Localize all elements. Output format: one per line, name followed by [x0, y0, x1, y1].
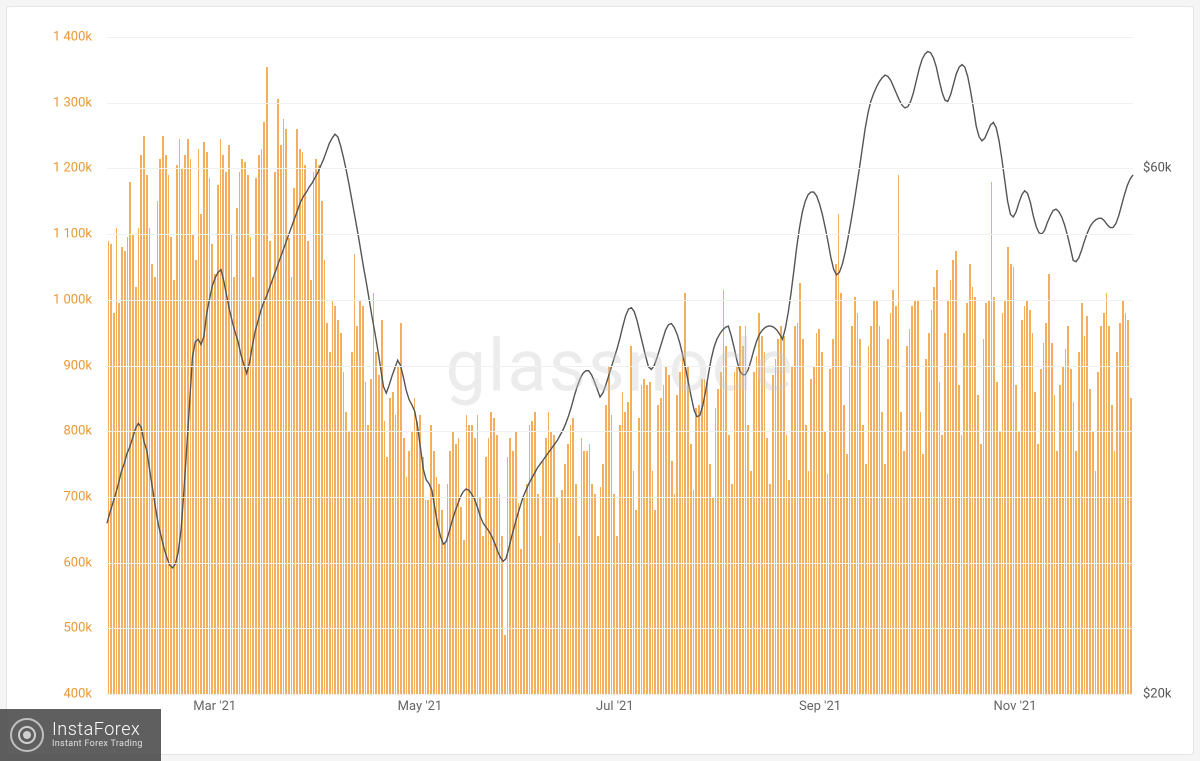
y-left-tick: 1 300k [53, 95, 92, 110]
y-right-tick: $60k [1143, 161, 1172, 176]
x-tick: Mar '21 [193, 699, 236, 714]
brand-tagline: Instant Forex Trading [52, 739, 143, 750]
grid-line [107, 628, 1133, 629]
grid-line [107, 694, 1133, 695]
y-left-tick: 800k [63, 424, 92, 439]
y-left-tick: 1 200k [53, 161, 92, 176]
grid-line [107, 563, 1133, 564]
x-tick: Jul '21 [596, 699, 634, 714]
y-left-tick: 500k [63, 621, 92, 636]
x-axis: Mar '21 May '21 Jul '21 Sep '21 Nov '21 [107, 699, 1133, 719]
grid-line [107, 234, 1133, 235]
footer-badge: InstaForex Instant Forex Trading [0, 709, 161, 761]
grid-line [107, 37, 1133, 38]
plot-area: glassnode [107, 37, 1133, 694]
y-axis-right: $20k$60k [1138, 37, 1193, 694]
y-left-tick: 900k [63, 358, 92, 373]
grid-line [107, 431, 1133, 432]
y-right-tick: $20k [1143, 687, 1172, 702]
y-left-tick: 1 100k [53, 227, 92, 242]
y-left-tick: 600k [63, 555, 92, 570]
y-left-tick: 1 000k [53, 292, 92, 307]
y-left-tick: 700k [63, 489, 92, 504]
chart-container: 400k 500k 600k 700k 800k 900k 1 000k 1 100k 1 20… [6, 6, 1194, 755]
brand-name: InstaForex [52, 721, 143, 739]
y-left-tick: 1 400k [53, 30, 92, 45]
y-axis-left: 400k500k600k700k800k900k1 000k1 100k1 20… [7, 37, 102, 694]
grid-line [107, 168, 1133, 169]
brand-text: InstaForex Instant Forex Trading [52, 721, 143, 750]
grid-line [107, 366, 1133, 367]
grid-line [107, 103, 1133, 104]
grid-line [107, 300, 1133, 301]
x-tick: Nov '21 [994, 699, 1037, 714]
x-tick: May '21 [398, 699, 443, 714]
y-left-tick: 400k [63, 687, 92, 702]
x-tick: Sep '21 [799, 699, 841, 714]
brand-logo-icon [10, 718, 44, 752]
grid-line [107, 497, 1133, 498]
